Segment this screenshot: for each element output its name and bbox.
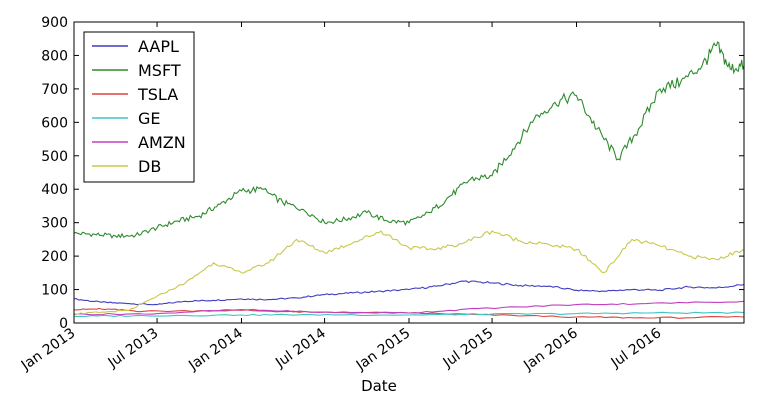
x-tick-label: Jul 2015 bbox=[440, 325, 497, 371]
y-tick-label: 700 bbox=[41, 82, 68, 98]
x-tick-label: Jul 2013 bbox=[105, 325, 162, 371]
x-tick-label: Jan 2013 bbox=[18, 325, 79, 374]
series-line-db bbox=[73, 230, 745, 315]
legend-label-msft: MSFT bbox=[138, 61, 181, 80]
x-axis-label: Date bbox=[361, 377, 397, 395]
series-line-msft bbox=[73, 41, 745, 239]
y-tick-label: 400 bbox=[41, 182, 68, 198]
legend: AAPL MSFT TSLA GE AMZN DB bbox=[83, 31, 195, 183]
plot-lines bbox=[73, 41, 745, 319]
legend-label-db: DB bbox=[138, 157, 161, 176]
y-tick-label: 800 bbox=[41, 48, 68, 64]
legend-box bbox=[83, 31, 195, 183]
legend-label-ge: GE bbox=[138, 109, 161, 128]
y-tick-label: 600 bbox=[41, 115, 68, 131]
x-tick-label: Jan 2014 bbox=[185, 325, 246, 374]
y-tick-label: 300 bbox=[41, 216, 68, 232]
series-line-aapl bbox=[73, 280, 745, 306]
series-line-amzn bbox=[73, 300, 745, 316]
legend-label-amzn: AMZN bbox=[138, 133, 186, 152]
y-tick-label: 900 bbox=[41, 15, 68, 31]
y-tick-label: 100 bbox=[41, 283, 68, 299]
x-tick-label: Jul 2016 bbox=[608, 325, 665, 371]
y-tick-label: 200 bbox=[41, 249, 68, 265]
legend-label-aapl: AAPL bbox=[138, 37, 179, 56]
x-tick-label: Jan 2016 bbox=[520, 325, 581, 374]
x-tick-label: Jul 2014 bbox=[272, 325, 329, 371]
series-line-ge bbox=[73, 311, 745, 318]
legend-label-tsla: TSLA bbox=[137, 85, 178, 104]
y-tick-label: 500 bbox=[41, 149, 68, 165]
x-tick-label: Jan 2015 bbox=[353, 325, 414, 374]
y-tick-label: 0 bbox=[59, 316, 68, 332]
y-axis: 0 100 200 300 400 500 600 700 800 900 bbox=[41, 15, 744, 332]
